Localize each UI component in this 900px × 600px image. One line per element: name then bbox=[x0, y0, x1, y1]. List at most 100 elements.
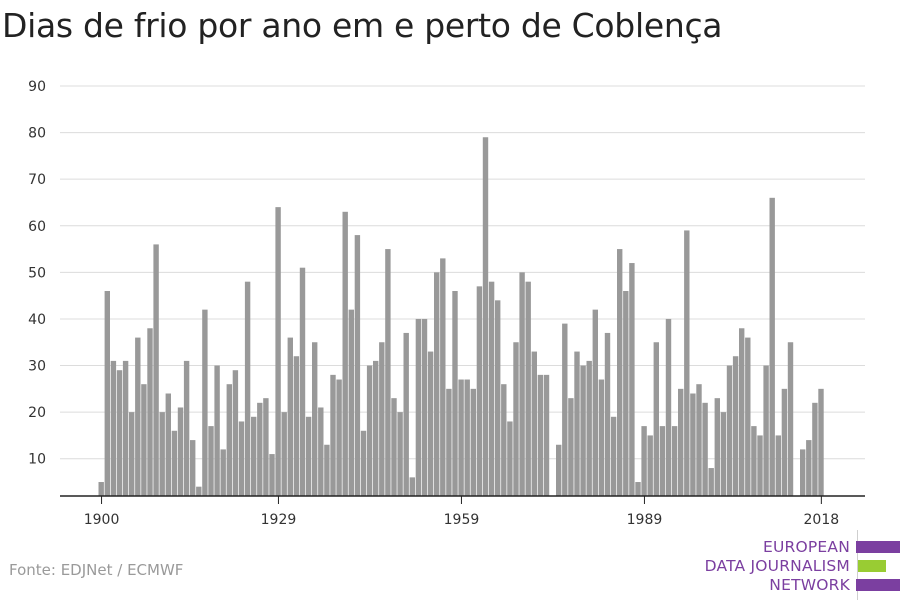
y-tick-label: 90 bbox=[28, 79, 46, 95]
bar-2003 bbox=[726, 365, 733, 496]
bar-1971 bbox=[531, 351, 537, 496]
bar-1982 bbox=[598, 379, 605, 496]
bar-2011 bbox=[775, 435, 781, 496]
logo-bar-purple-bottom bbox=[856, 579, 900, 591]
bar-1929 bbox=[275, 207, 281, 497]
y-axis-ticks: 10 20 30 40 50 60 70 80 90 bbox=[28, 79, 46, 468]
bar-1981 bbox=[592, 309, 598, 496]
bar-1983 bbox=[604, 332, 611, 496]
bar-1938 bbox=[330, 374, 336, 496]
bar-1975 bbox=[556, 444, 562, 496]
bar-1962 bbox=[476, 286, 483, 496]
bar-1958 bbox=[452, 291, 458, 496]
bar-1947 bbox=[385, 249, 391, 496]
logo-bar-green bbox=[858, 560, 886, 572]
bar-2007 bbox=[751, 426, 757, 496]
bar-1941 bbox=[348, 309, 354, 496]
bar-1965 bbox=[495, 300, 501, 496]
bar-2004 bbox=[732, 356, 739, 496]
bar-1990 bbox=[647, 435, 653, 496]
bar-2002 bbox=[720, 412, 727, 496]
y-tick-label: 10 bbox=[28, 452, 46, 468]
bar-1925 bbox=[251, 416, 257, 496]
logo-text-line-2: DATA JOURNALISM bbox=[704, 557, 850, 575]
bar-1943 bbox=[360, 430, 367, 496]
y-tick-label: 70 bbox=[28, 172, 46, 188]
x-axis-ticks: 1900 1929 1959 1989 2018 bbox=[84, 496, 839, 528]
bar-1951 bbox=[409, 477, 415, 496]
bar-1978 bbox=[574, 351, 580, 496]
bar-1905 bbox=[129, 412, 135, 496]
y-tick-label: 50 bbox=[28, 265, 46, 281]
bar-1923 bbox=[238, 421, 245, 496]
bar-1912 bbox=[171, 430, 178, 496]
bar-1985 bbox=[617, 249, 623, 496]
bar-1953 bbox=[421, 318, 428, 496]
bar-1933 bbox=[299, 267, 306, 496]
bar-1904 bbox=[122, 360, 129, 496]
bar-1920 bbox=[220, 449, 226, 496]
bar-1968 bbox=[513, 342, 519, 496]
bar-1927 bbox=[263, 398, 269, 496]
bar-1915 bbox=[190, 440, 196, 496]
bar-1913 bbox=[177, 407, 184, 496]
bar-1995 bbox=[678, 388, 684, 496]
bar-1932 bbox=[293, 356, 300, 496]
y-tick-label: 60 bbox=[28, 219, 46, 235]
bar-2010 bbox=[769, 197, 775, 496]
bar-1900 bbox=[98, 482, 104, 496]
bar-1914 bbox=[183, 360, 190, 496]
bar-1922 bbox=[232, 370, 239, 496]
bar-1926 bbox=[257, 402, 263, 496]
bar-1989 bbox=[641, 426, 647, 496]
bar-1948 bbox=[391, 398, 397, 496]
bar-1973 bbox=[543, 374, 550, 496]
y-tick-label: 20 bbox=[28, 405, 46, 421]
bar-1977 bbox=[568, 398, 574, 496]
bar-1956 bbox=[440, 258, 446, 496]
logo-text-line-3: NETWORK bbox=[769, 576, 850, 594]
bar-1936 bbox=[318, 407, 324, 496]
bar-1963 bbox=[482, 137, 489, 496]
bar-1931 bbox=[287, 337, 293, 496]
bar-1970 bbox=[525, 281, 531, 496]
bar-1986 bbox=[623, 291, 629, 496]
bar-1946 bbox=[379, 342, 385, 496]
bar-2015 bbox=[800, 449, 806, 496]
bar-1944 bbox=[366, 365, 373, 496]
bar-1906 bbox=[135, 337, 141, 496]
x-tick-label: 1989 bbox=[627, 512, 663, 528]
bar-2017 bbox=[812, 402, 818, 496]
logo-divider bbox=[857, 530, 858, 600]
bar-1955 bbox=[434, 272, 440, 496]
bar-2000 bbox=[708, 468, 714, 496]
bar-2001 bbox=[714, 398, 720, 496]
bar-2013 bbox=[787, 342, 794, 496]
bar-1994 bbox=[671, 426, 678, 496]
bar-1934 bbox=[305, 416, 312, 496]
bar-1950 bbox=[403, 332, 409, 496]
logo-text-line-1: EUROPEAN bbox=[762, 538, 850, 556]
bar-1991 bbox=[653, 342, 659, 496]
bar-1921 bbox=[226, 384, 232, 496]
bar-1957 bbox=[446, 388, 452, 496]
bar-1907 bbox=[141, 384, 147, 496]
bar-2006 bbox=[745, 337, 751, 496]
bar-1918 bbox=[208, 426, 214, 496]
x-tick-label: 1900 bbox=[84, 512, 120, 528]
bar-1996 bbox=[684, 230, 690, 496]
logo-bar-purple-top bbox=[856, 541, 900, 553]
y-tick-label: 40 bbox=[28, 312, 46, 328]
bar-1972 bbox=[537, 374, 544, 496]
bar-2008 bbox=[757, 435, 763, 496]
bar-1940 bbox=[342, 211, 348, 496]
bar-1967 bbox=[507, 421, 513, 496]
bar-1993 bbox=[665, 318, 672, 496]
source-note: Fonte: EDJNet / ECMWF bbox=[9, 561, 184, 579]
chart-title: Dias de frio por ano em e perto de Coble… bbox=[2, 6, 723, 45]
bar-2012 bbox=[781, 388, 788, 496]
x-tick-label: 2018 bbox=[804, 512, 840, 528]
bar-1942 bbox=[354, 235, 361, 496]
x-tick-label: 1959 bbox=[444, 512, 480, 528]
bar-2005 bbox=[739, 328, 745, 496]
